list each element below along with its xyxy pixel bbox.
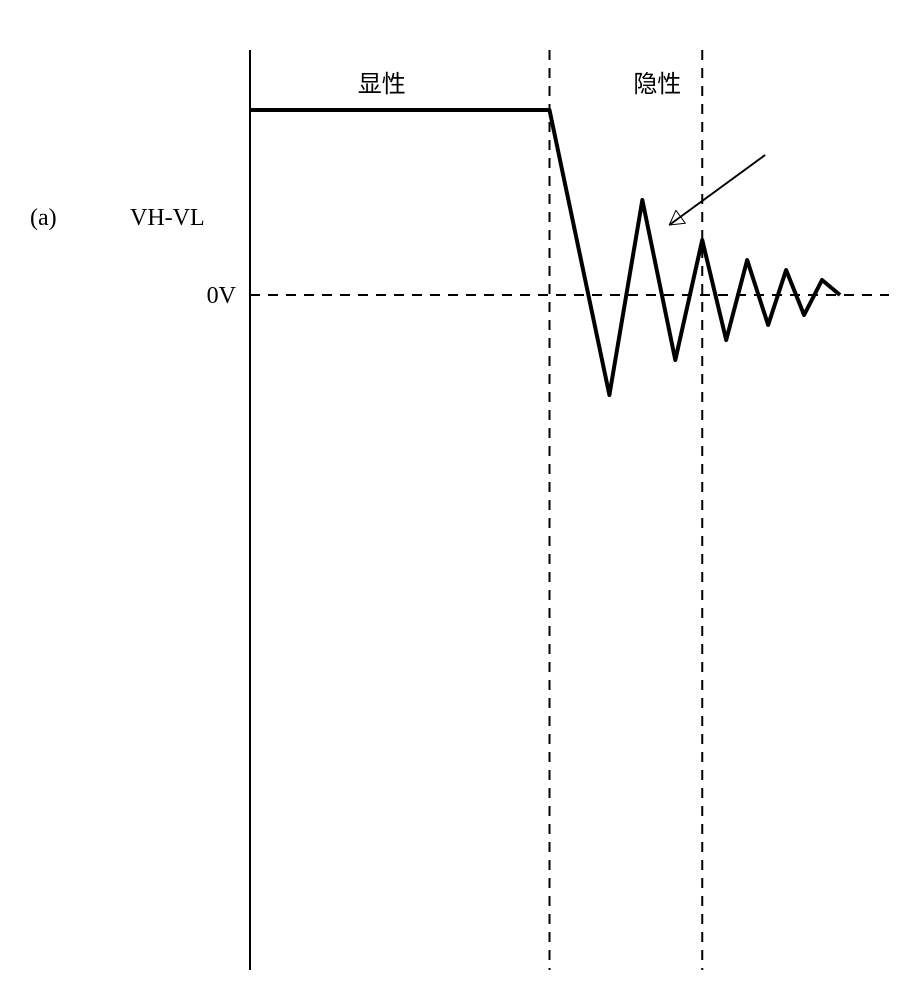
panel-a-zero: 0V (207, 283, 237, 309)
vh-vl-label: VH-VL (130, 205, 205, 231)
timing-diagram: { "canvas": { "width": 909, "height": 10… (0, 0, 909, 1000)
dominant-label: 显性 (358, 71, 406, 98)
panel-a-label: (a) (30, 205, 57, 231)
recessive-label: 隐性 (633, 71, 681, 98)
